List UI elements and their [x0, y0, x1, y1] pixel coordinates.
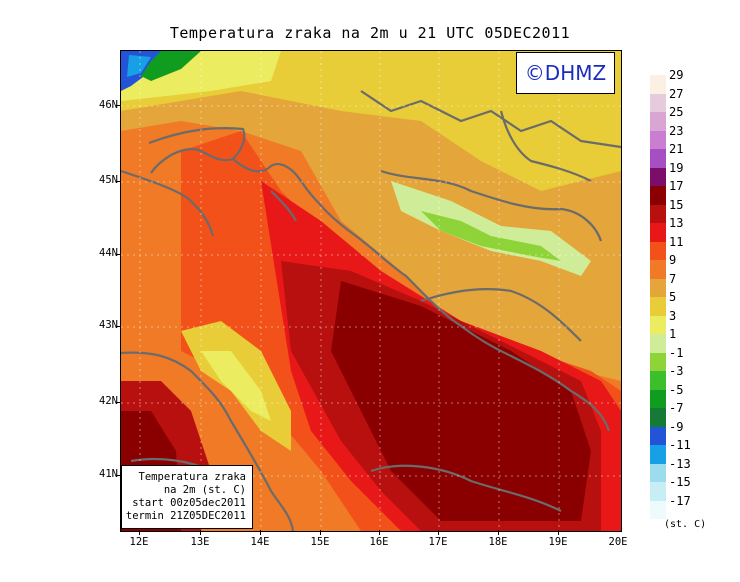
- lon-label-17e: 17E: [428, 536, 448, 548]
- temperature-field-5: [121, 51, 621, 191]
- temperature-field-17: [331, 281, 591, 521]
- dhmz-logo: ©DHMZ: [516, 52, 615, 94]
- lon-label-16e: 16E: [369, 536, 389, 548]
- colorbar-swatch: [650, 500, 666, 519]
- colorbar-swatch: [650, 334, 666, 353]
- colorbar-swatch: [650, 297, 666, 316]
- colorbar-swatch: [650, 315, 666, 334]
- lon-tick: [498, 530, 499, 535]
- lon-tick: [379, 530, 380, 535]
- lat-label-41n: 41N: [99, 468, 118, 480]
- colorbar-label: 25: [669, 105, 684, 119]
- lat-label-44n: 44N: [99, 247, 118, 259]
- colorbar-swatch: [650, 130, 666, 149]
- temperature-map: [120, 50, 622, 532]
- colorbar-swatch: [650, 371, 666, 390]
- lon-label-12e: 12E: [129, 536, 149, 548]
- colorbar-swatch: [650, 167, 666, 186]
- colorbar-label: -17: [669, 493, 691, 508]
- colorbar-label: -1: [669, 345, 684, 360]
- lat-tick: [116, 105, 121, 106]
- info-line-4: termin 21Z05DEC2011: [125, 510, 246, 522]
- colorbar-swatch: [650, 186, 666, 205]
- lat-tick: [116, 475, 121, 476]
- colorbar-label: -5: [669, 382, 684, 397]
- lat-tick: [116, 181, 121, 182]
- lon-tick: [320, 530, 321, 535]
- colorbar-swatch: [650, 463, 666, 482]
- lat-label-43n: 43N: [99, 319, 118, 331]
- temperature-field-minus5: [141, 51, 201, 81]
- lat-label-42n: 42N: [99, 395, 118, 407]
- colorbar-label: -3: [669, 364, 684, 378]
- colorbar-swatch: [650, 445, 666, 464]
- colorbar-label: -13: [669, 456, 691, 471]
- temperature-field-minus1: [421, 211, 561, 261]
- colorbar-swatch: [650, 389, 666, 408]
- lon-tick: [200, 530, 201, 535]
- lon-label-15e: 15E: [310, 536, 330, 548]
- lon-label-14e: 14E: [250, 536, 270, 548]
- colorbar-label: -7: [669, 401, 684, 415]
- info-line-1: Temperatura zraka: [138, 471, 246, 483]
- colorbar-label: 5: [669, 290, 677, 304]
- colorbar-label: 21: [669, 142, 684, 156]
- colorbar-label: 15: [669, 197, 684, 212]
- colorbar-swatch: [650, 112, 666, 131]
- colorbar-label: 11: [669, 234, 684, 249]
- lon-tick: [438, 530, 439, 535]
- colorbar-label: 7: [669, 271, 677, 286]
- lon-tick: [139, 530, 140, 535]
- colorbar-swatch: [650, 149, 666, 168]
- coastlines: [121, 90, 621, 531]
- colorbar-label: -15: [669, 475, 691, 489]
- info-line-2: na 2m (st. C): [163, 484, 246, 496]
- colorbar-label: 29: [669, 68, 684, 82]
- graticule: [121, 51, 621, 531]
- temperature-field-3-south: [201, 351, 271, 421]
- lon-label-13e: 13E: [190, 536, 210, 548]
- colorbar-swatch: [650, 241, 666, 260]
- colorbar-label: 3: [669, 308, 677, 323]
- lat-tick: [116, 326, 121, 327]
- info-box: Temperatura zraka na 2m (st. C) start 00…: [121, 465, 253, 529]
- colorbar-label: -11: [669, 438, 691, 452]
- colorbar-swatch: [650, 75, 666, 94]
- colorbar-swatch: [650, 352, 666, 371]
- colorbar-swatch: [650, 278, 666, 297]
- colorbar-swatch: [650, 482, 666, 501]
- colorbar-label: -9: [669, 419, 684, 434]
- colorbar-label: 17: [669, 179, 684, 193]
- colorbar-label: 23: [669, 123, 684, 138]
- lat-label-45n: 45N: [99, 174, 118, 186]
- colorbar-swatch: [650, 426, 666, 445]
- colorbar-swatch: [650, 223, 666, 242]
- lon-label-20e: 20E: [608, 536, 628, 548]
- lat-tick: [116, 402, 121, 403]
- colorbar-swatch: [650, 93, 666, 112]
- colorbar-label: 9: [669, 253, 677, 267]
- colorbar-label: 13: [669, 216, 684, 230]
- colorbar-swatch: [650, 260, 666, 279]
- lon-label-19e: 19E: [548, 536, 568, 548]
- temperature-field-minus11: [127, 55, 151, 77]
- map-title: Temperatura zraka na 2m u 21 UTC 05DEC20…: [169, 24, 571, 42]
- lat-label-46n: 46N: [99, 99, 118, 111]
- colorbar-swatch: [650, 204, 666, 223]
- colorbar-label: 1: [669, 327, 677, 341]
- colorbar-swatch: [650, 408, 666, 427]
- colorbar-unit: (st. C): [664, 519, 707, 530]
- colorbar-label: 19: [669, 160, 684, 175]
- lon-tick: [260, 530, 261, 535]
- colorbar-label: 27: [669, 86, 684, 101]
- lat-tick: [116, 254, 121, 255]
- info-line-3: start 00z05dec2011: [132, 497, 246, 509]
- lon-label-18e: 18E: [488, 536, 508, 548]
- lon-tick: [558, 530, 559, 535]
